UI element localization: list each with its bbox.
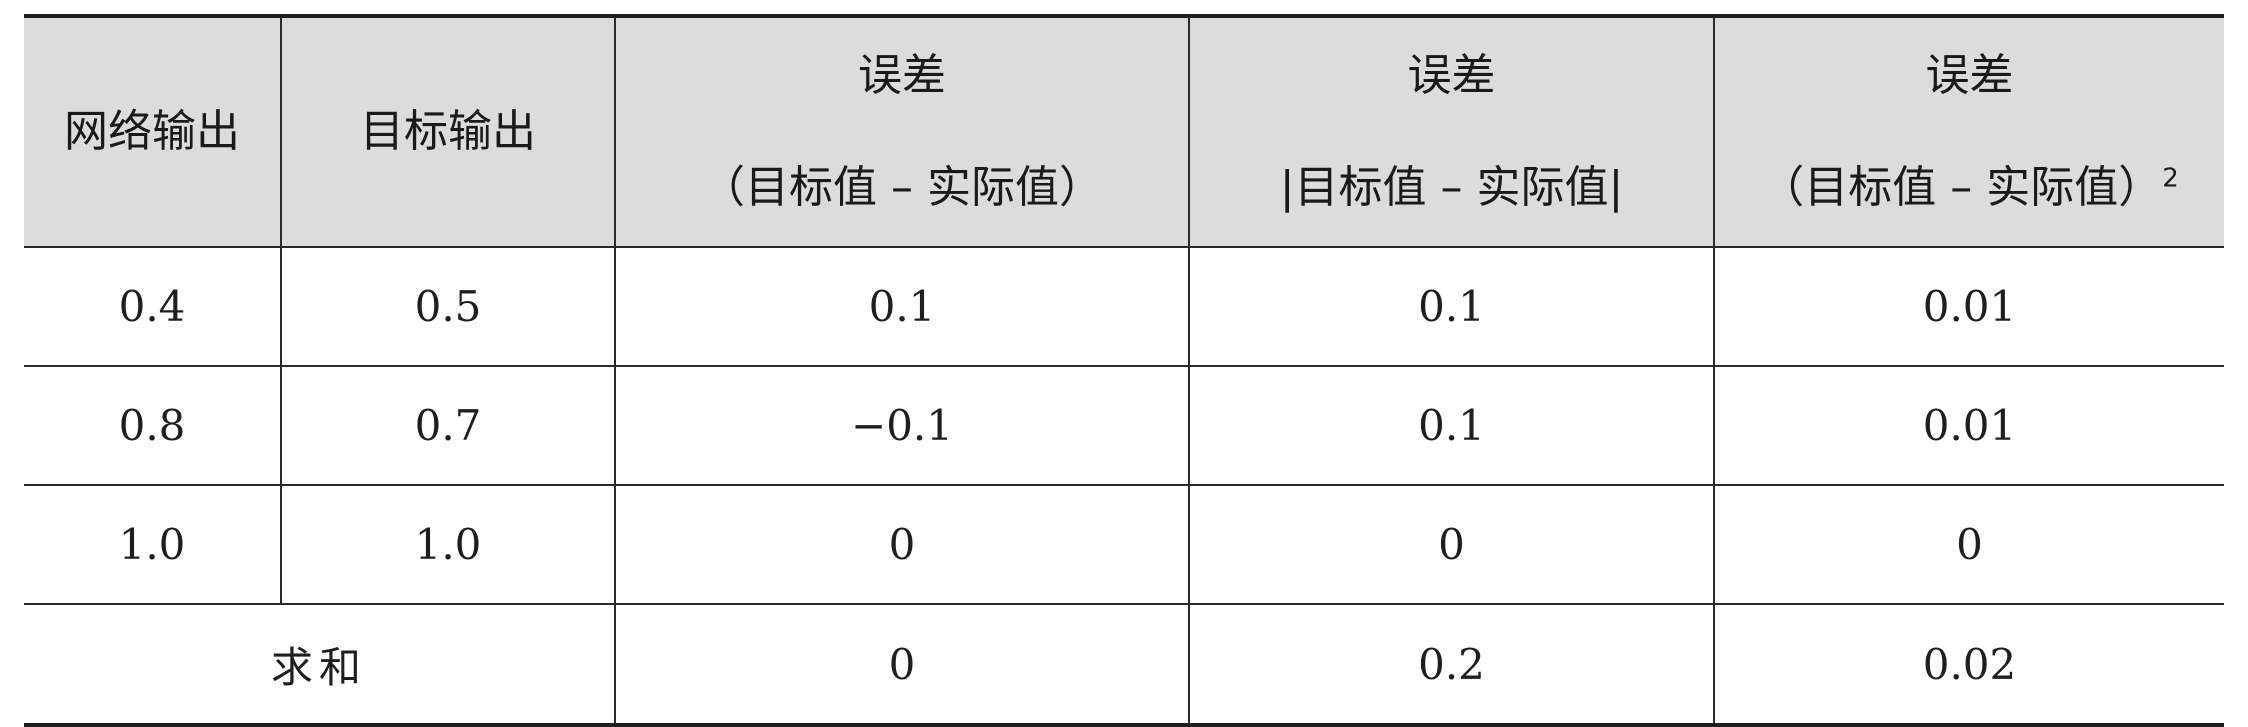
header-error-difference-title: 误差 [858,50,946,101]
table-row: 0.8 0.7 −0.1 0.1 0.01 [24,365,2224,486]
header-error-squared-formula: （目标值 – 实际值） [1760,162,2163,213]
table-cell: 0.1 [1188,246,1715,367]
table-cell: 0.7 [280,365,616,486]
header-error-absolute-formula: |目标值 – 实际值| [1279,162,1624,213]
header-network-output-label: 网络输出 [64,106,240,157]
table-cell: 0.8 [24,365,282,486]
header-error-absolute: 误差 |目标值 – 实际值| [1188,14,1715,248]
table-cell: 1.0 [280,484,616,605]
table-row: 0.4 0.5 0.1 0.1 0.01 [24,246,2224,367]
header-error-squared-title: 误差 [1925,50,2014,101]
header-error-squared: 误差 （目标值 – 实际值）2 [1713,14,2224,248]
header-target-output-label: 目标输出 [360,106,536,157]
table-cell: 0.1 [1188,365,1715,486]
table-cell: −0.1 [614,365,1190,486]
table-cell: 0.5 [280,246,616,367]
sum-value-squared: 0.02 [1713,603,2224,727]
header-error-difference: 误差 （目标值 – 实际值） [614,14,1190,248]
header-error-squared-formula-line: （目标值 – 实际值）2 [1715,158,2224,218]
table-cell: 0.4 [24,246,282,367]
sum-value-absolute: 0.2 [1188,603,1715,727]
table-cell: 1.0 [24,484,282,605]
sum-value-difference: 0 [614,603,1190,727]
error-table: 网络输出 目标输出 误差 （目标值 – 实际值） 误差 |目标值 – 实际值| … [24,14,2224,727]
header-error-absolute-title: 误差 [1407,50,1496,101]
table-cell: 0 [614,484,1190,605]
table-row: 1.0 1.0 0 0 0 [24,484,2224,605]
sum-label: 求和 [24,603,616,727]
header-target-output: 目标输出 [280,14,616,248]
table-cell: 0.1 [614,246,1190,367]
sum-row: 求和 0 0.2 0.02 [24,603,2224,727]
header-network-output: 网络输出 [24,14,282,248]
header-error-difference-formula: （目标值 – 实际值） [701,162,1103,213]
header-row: 网络输出 目标输出 误差 （目标值 – 实际值） 误差 |目标值 – 实际值| … [24,14,2224,248]
table-cell: 0.01 [1713,365,2224,486]
table-cell: 0 [1188,484,1715,605]
header-error-squared-superscript: 2 [2162,163,2179,194]
table-cell: 0 [1713,484,2224,605]
table-cell: 0.01 [1713,246,2224,367]
